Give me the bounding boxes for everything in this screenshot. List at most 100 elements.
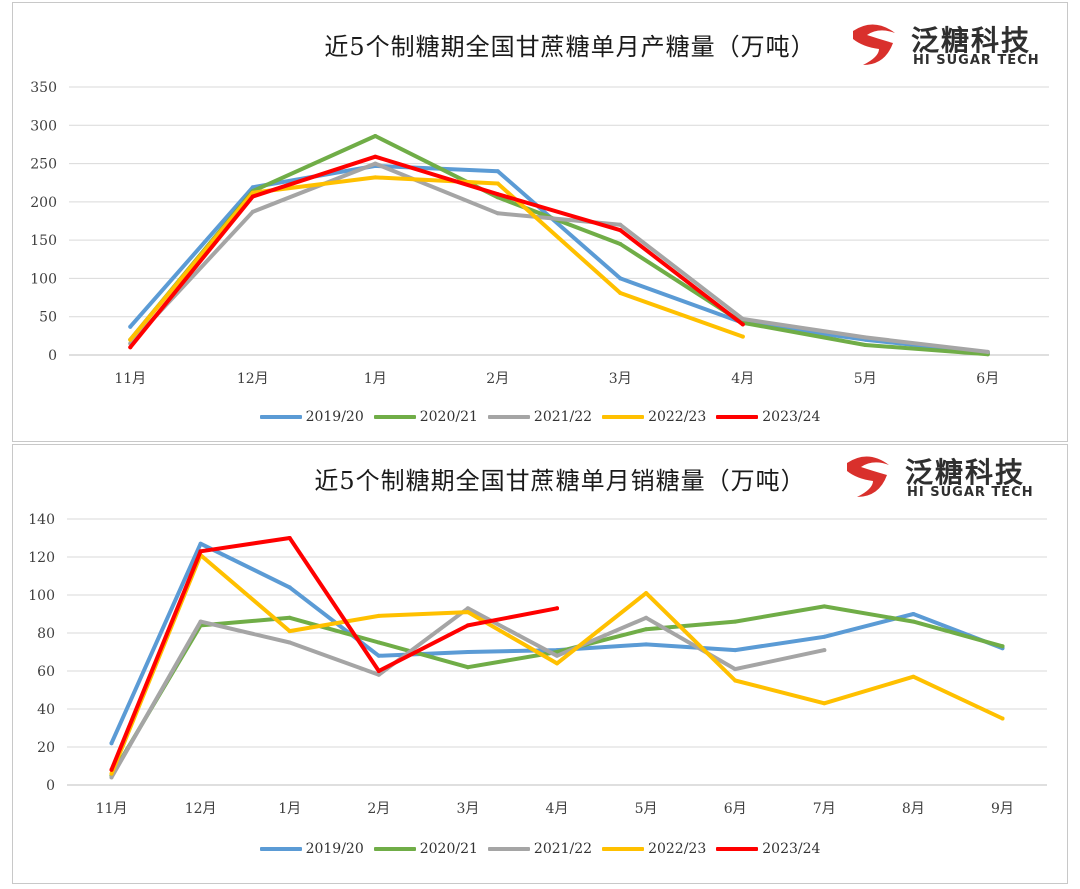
chart-title: 近5个制糖期全国甘蔗糖单月产糖量（万吨）: [324, 33, 816, 61]
legend-swatch: [259, 415, 302, 419]
series-line: [109, 536, 559, 772]
x-tick-label: 3月: [609, 371, 632, 387]
data-point: [287, 640, 292, 645]
chart-title: 近5个制糖期全国甘蔗糖单月销糖量（万吨）: [314, 467, 806, 495]
legend-item: 2020/21: [373, 409, 478, 425]
data-point: [465, 623, 470, 628]
data-point: [128, 345, 133, 350]
y-tick-label: 300: [30, 118, 57, 134]
data-point: [198, 541, 203, 546]
data-point: [198, 549, 203, 554]
x-tick-label: 4月: [546, 801, 569, 817]
data-point: [822, 634, 827, 639]
x-tick-label: 11月: [114, 371, 146, 387]
data-point: [495, 192, 500, 197]
data-point: [733, 678, 738, 683]
x-tick-label: 8月: [902, 801, 925, 817]
data-point: [911, 612, 916, 616]
legend-label: 2019/20: [305, 841, 364, 857]
legend-swatch: [259, 847, 302, 851]
x-tick-label: 5月: [635, 801, 658, 817]
y-tick-label: 100: [28, 588, 55, 604]
data-point: [644, 627, 649, 632]
y-tick-label: 350: [30, 80, 57, 96]
data-point: [863, 335, 868, 340]
chart-panel-production: 近5个制糖期全国甘蔗糖单月产糖量（万吨） 泛糖科技 HI SUGAR TECH …: [12, 2, 1068, 442]
chart-legend: 2019/20 2020/21 2021/22 2022/23 2023/24: [13, 409, 1067, 425]
series-line: [109, 541, 1005, 746]
x-tick-label: 6月: [976, 371, 999, 387]
legend-swatch: [487, 847, 530, 851]
legend-label: 2023/24: [762, 841, 821, 857]
x-tick-label: 9月: [991, 801, 1014, 817]
logo-mark-icon: [847, 456, 889, 497]
data-point: [495, 181, 500, 186]
data-point: [128, 337, 133, 342]
legend-item: 2019/20: [259, 841, 364, 857]
data-point: [555, 653, 559, 658]
legend-item: 2021/22: [487, 841, 593, 857]
x-tick-label: 1月: [278, 801, 301, 817]
legend-item: 2022/23: [602, 841, 706, 857]
legend-swatch: [716, 415, 759, 419]
legend-item: 2023/24: [716, 841, 820, 857]
data-point: [740, 317, 745, 321]
data-point: [250, 194, 255, 199]
y-tick-label: 0: [46, 778, 55, 794]
logo-mark-icon: [853, 24, 895, 65]
legend-item: 2019/20: [259, 409, 364, 425]
data-point: [373, 161, 378, 166]
data-point: [287, 536, 292, 540]
data-point: [465, 650, 470, 654]
legend-item: 2020/21: [373, 841, 478, 857]
data-point: [376, 613, 381, 618]
legend-label: 2021/22: [533, 841, 593, 857]
chart-panel-sales: 近5个制糖期全国甘蔗糖单月销糖量（万吨） 泛糖科技 HI SUGAR TECH …: [12, 444, 1068, 884]
y-tick-label: 50: [39, 310, 57, 326]
x-tick-label: 2月: [486, 371, 509, 387]
x-tick-label: 11月: [96, 801, 128, 817]
data-point: [250, 185, 255, 190]
legend-label: 2021/22: [533, 409, 593, 425]
legend-swatch: [602, 415, 645, 419]
legend-item: 2023/24: [716, 409, 820, 425]
y-tick-label: 20: [37, 740, 55, 756]
legend-label: 2022/23: [648, 841, 707, 857]
series-line: [128, 175, 745, 342]
logo-text-cn: 泛糖科技: [905, 456, 1026, 489]
data-point: [287, 585, 292, 590]
data-point: [465, 610, 470, 615]
x-tick-label: 3月: [456, 801, 479, 817]
chart-plot-area: 0 20 40 60 80 100 120 140 11月 12月 1月 2月 3月 4月 5月 6月 7月 8月…: [28, 512, 1047, 817]
data-point: [376, 672, 381, 677]
data-point: [109, 771, 114, 776]
data-point: [618, 242, 623, 246]
series-line: [128, 134, 990, 357]
data-point: [373, 175, 378, 180]
data-point: [618, 222, 623, 227]
data-point: [465, 665, 470, 670]
x-tick-label: 5月: [854, 371, 877, 387]
data-point: [376, 653, 381, 658]
data-point: [644, 591, 649, 596]
data-point: [822, 701, 827, 706]
data-point: [644, 615, 649, 620]
data-point: [373, 154, 378, 159]
data-point: [733, 648, 738, 653]
legend-label: 2020/21: [419, 409, 478, 425]
legend-label: 2019/20: [305, 409, 364, 425]
logo-text-en: HI SUGAR TECH: [913, 53, 1040, 68]
data-point: [109, 741, 114, 746]
data-point: [465, 606, 470, 611]
legend-swatch: [373, 415, 416, 419]
data-point: [555, 650, 559, 654]
data-point: [198, 619, 203, 624]
data-point: [1000, 716, 1005, 721]
data-point: [911, 619, 916, 624]
y-tick-label: 40: [37, 702, 55, 718]
data-point: [740, 322, 745, 327]
y-tick-label: 60: [37, 664, 55, 680]
x-tick-label: 7月: [813, 801, 836, 817]
data-point: [555, 661, 559, 666]
legend-label: 2023/24: [762, 409, 821, 425]
